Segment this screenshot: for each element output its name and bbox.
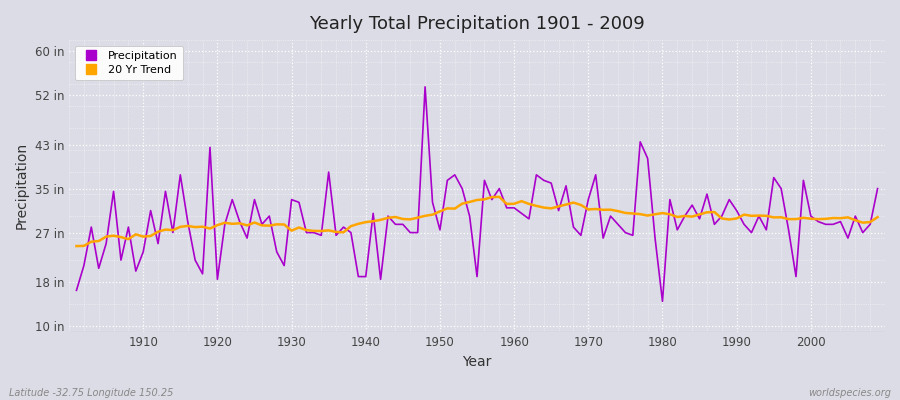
Text: Latitude -32.75 Longitude 150.25: Latitude -32.75 Longitude 150.25 [9, 388, 174, 398]
Legend: Precipitation, 20 Yr Trend: Precipitation, 20 Yr Trend [75, 46, 184, 80]
Text: worldspecies.org: worldspecies.org [808, 388, 891, 398]
X-axis label: Year: Year [463, 355, 491, 369]
Title: Yearly Total Precipitation 1901 - 2009: Yearly Total Precipitation 1901 - 2009 [309, 15, 645, 33]
Y-axis label: Precipitation: Precipitation [15, 142, 29, 230]
